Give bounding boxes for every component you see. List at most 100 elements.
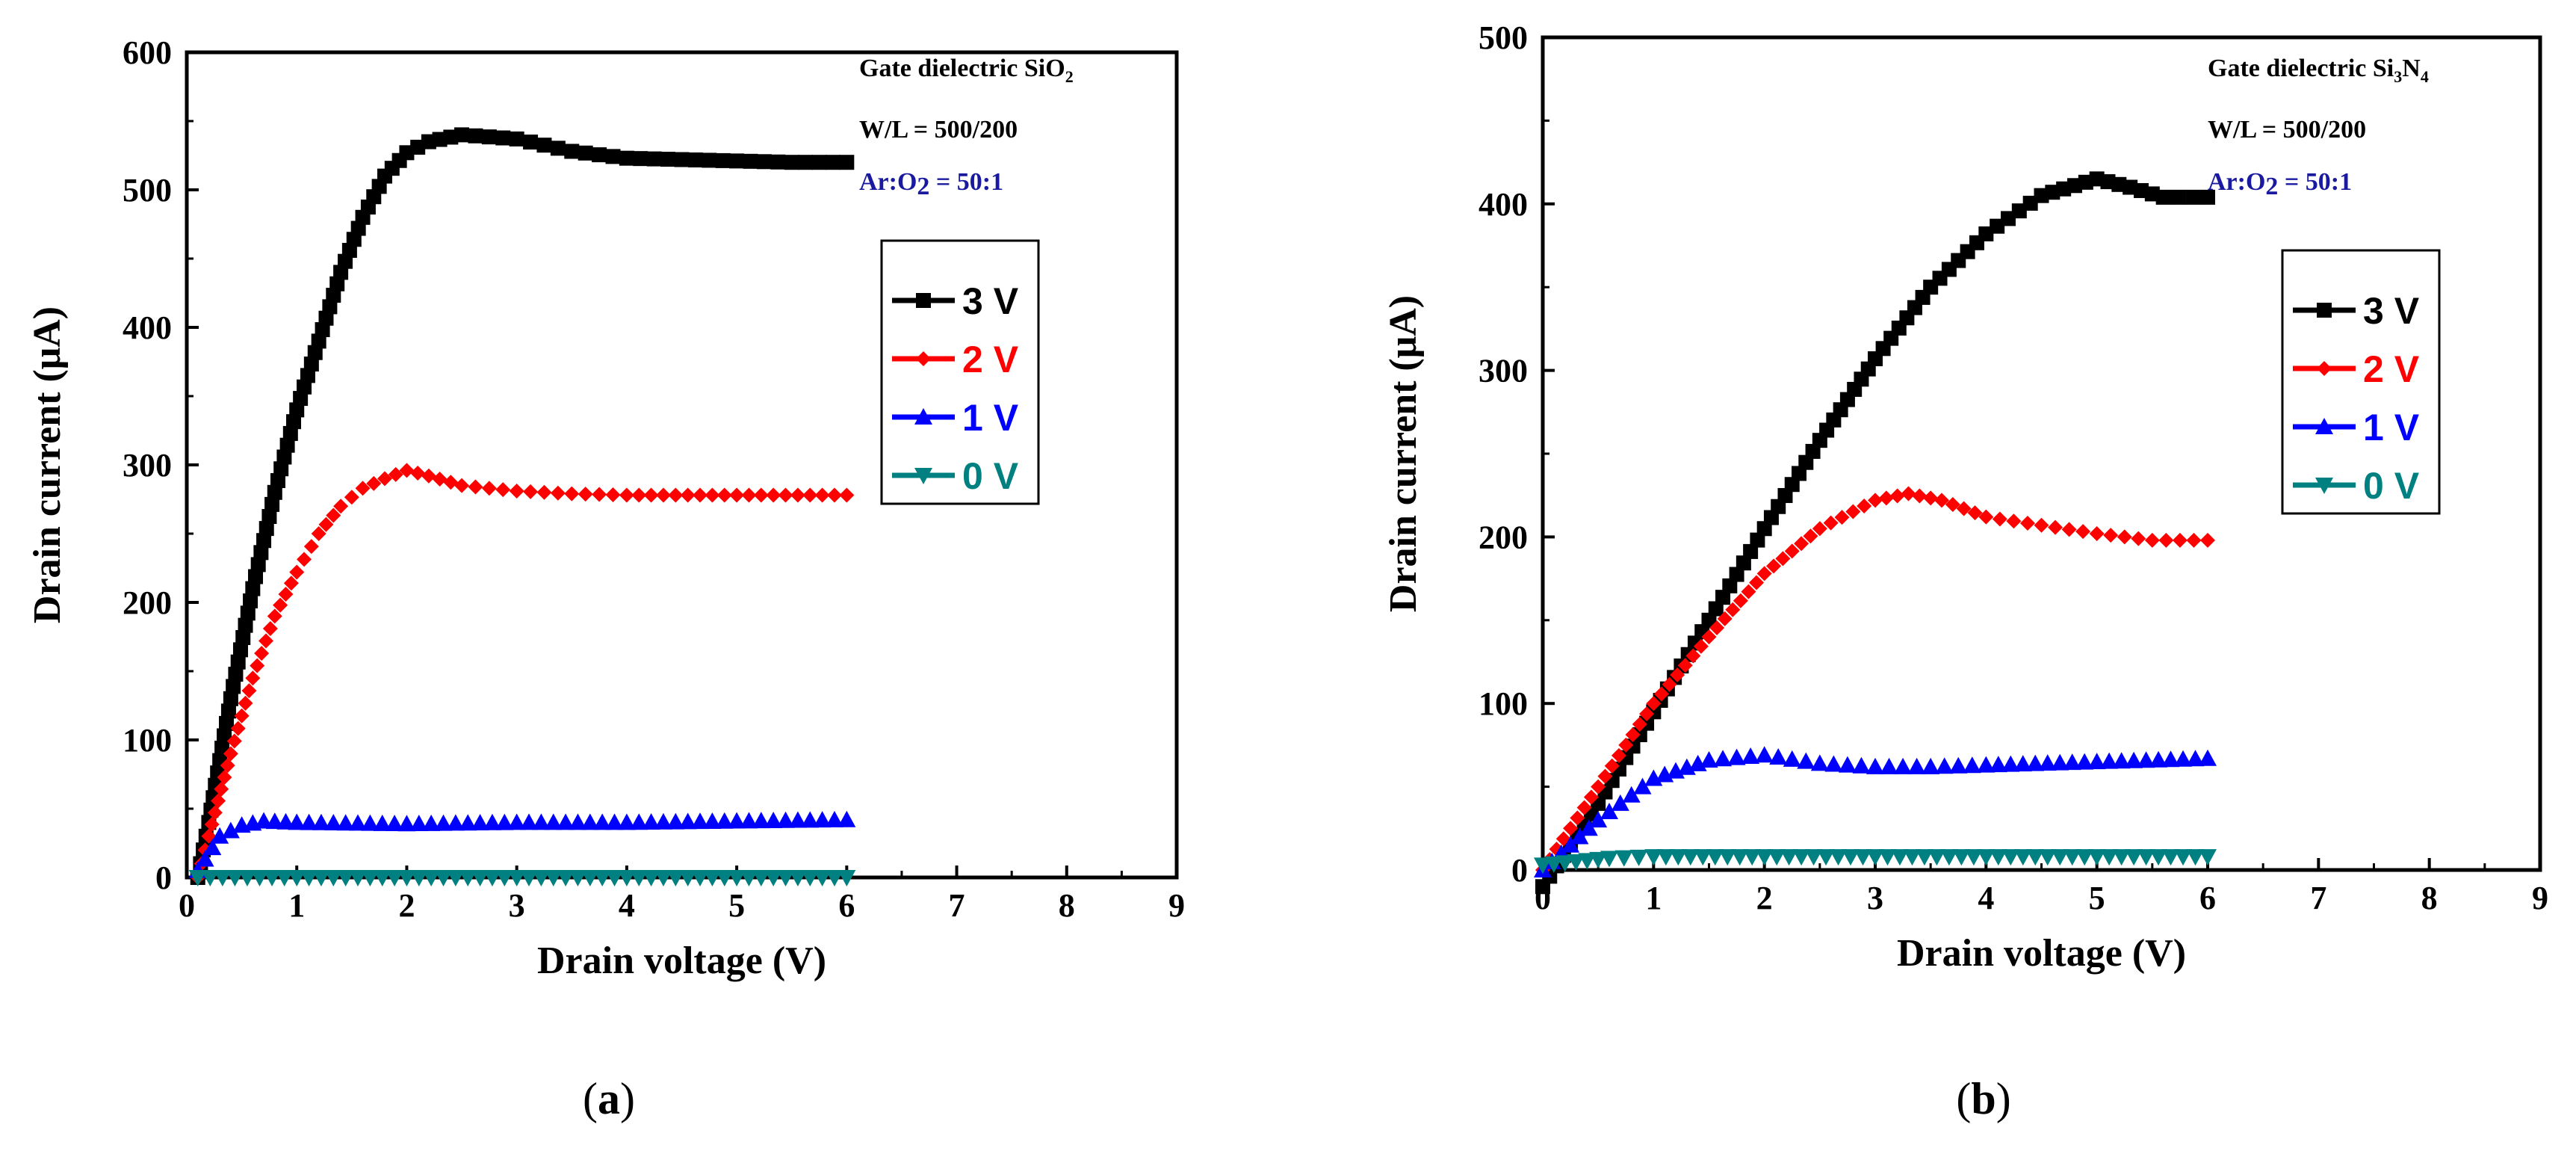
data-point xyxy=(454,478,470,493)
panel-caption: (b) xyxy=(1956,1074,2010,1123)
data-point xyxy=(569,870,587,886)
data-point xyxy=(329,276,345,291)
data-point xyxy=(1952,849,1971,866)
data-point xyxy=(397,870,416,886)
data-point xyxy=(1693,638,1709,654)
data-point xyxy=(592,487,607,502)
data-point xyxy=(578,487,593,502)
data-point xyxy=(1989,756,2007,773)
data-point xyxy=(443,475,459,490)
chart-a: 0 1 2 3 4 5 6 7 8 9 0 100 200 300 400 500 600 Drain volta… xyxy=(26,34,1185,1123)
data-point xyxy=(1561,836,1580,853)
data-point xyxy=(743,153,758,169)
data-point xyxy=(2063,753,2081,771)
data-point xyxy=(837,870,856,886)
data-point xyxy=(2200,189,2215,205)
data-point xyxy=(1618,737,1634,753)
data-point xyxy=(1629,849,1648,866)
data-point xyxy=(312,813,330,830)
data-point xyxy=(276,449,292,465)
series-2 xyxy=(1534,746,2217,877)
data-point xyxy=(241,683,257,699)
data-point xyxy=(409,815,428,832)
data-point xyxy=(2001,849,2020,866)
data-point xyxy=(1784,543,1800,559)
data-point xyxy=(826,487,842,503)
data-point xyxy=(235,630,251,646)
data-point xyxy=(1829,849,1848,866)
data-point xyxy=(507,813,526,830)
y-axis-title: Drain current (μA) xyxy=(26,306,69,623)
data-point xyxy=(2038,754,2057,771)
data-point xyxy=(2087,753,2106,770)
data-point xyxy=(410,466,426,481)
data-point xyxy=(446,814,465,831)
data-point xyxy=(234,708,250,723)
data-point xyxy=(740,812,758,829)
data-point xyxy=(593,870,612,886)
data-point xyxy=(1563,821,1579,836)
data-point xyxy=(2006,513,2022,529)
data-point xyxy=(770,154,786,170)
data-point xyxy=(1964,849,1983,866)
annotation-dielectric: Gate dielectric SiO2 xyxy=(859,55,1074,86)
data-point xyxy=(399,463,415,478)
data-point xyxy=(243,593,258,608)
data-point xyxy=(1766,558,1782,574)
data-point xyxy=(1901,486,1916,502)
data-point xyxy=(798,155,814,170)
data-point xyxy=(752,870,770,886)
x-tick-label: 6 xyxy=(2199,880,2216,916)
data-point xyxy=(1894,757,1913,774)
data-point xyxy=(349,814,368,831)
data-point xyxy=(324,814,343,831)
data-point xyxy=(326,507,341,523)
data-point xyxy=(825,810,843,827)
data-point xyxy=(1685,648,1701,664)
data-point xyxy=(1915,849,1933,866)
data-point xyxy=(619,150,634,166)
data-point xyxy=(211,827,229,844)
data-point xyxy=(2100,752,2119,769)
y-tick-label: 400 xyxy=(123,309,172,346)
data-point xyxy=(646,151,662,167)
data-point xyxy=(678,812,697,830)
data-point xyxy=(654,870,672,886)
y-tick-label: 400 xyxy=(1479,186,1528,223)
data-point xyxy=(813,870,832,886)
data-point xyxy=(355,481,371,496)
data-point xyxy=(1741,747,1760,764)
data-point xyxy=(434,814,453,831)
data-point xyxy=(691,870,710,886)
data-point xyxy=(483,813,501,830)
x-tick-label: 3 xyxy=(1867,880,1883,916)
legend: 3 V 2 V 1 V 0 V xyxy=(2281,249,2441,515)
data-point xyxy=(1677,658,1693,673)
data-point xyxy=(536,138,552,153)
data-point xyxy=(753,487,769,503)
data-point xyxy=(2112,849,2131,866)
data-point xyxy=(293,391,309,407)
data-point xyxy=(1889,488,1905,504)
data-point xyxy=(509,483,524,499)
data-point xyxy=(1842,849,1860,866)
data-point xyxy=(544,870,563,886)
data-point xyxy=(1681,849,1700,866)
data-point xyxy=(1845,504,1861,519)
data-point xyxy=(2013,755,2032,772)
legend-marker xyxy=(914,468,932,484)
data-point xyxy=(1923,490,1939,506)
data-point xyxy=(1857,498,1872,513)
data-point xyxy=(220,758,235,774)
data-point xyxy=(2149,849,2168,866)
data-point xyxy=(1804,849,1823,866)
data-point xyxy=(468,128,483,144)
legend-marker xyxy=(2317,361,2332,376)
data-point xyxy=(1750,532,1765,548)
data-point xyxy=(1725,602,1741,617)
data-point xyxy=(668,487,684,503)
y-tick-label: 100 xyxy=(123,722,172,759)
data-point xyxy=(373,814,391,831)
data-point xyxy=(523,135,539,150)
data-point xyxy=(248,569,264,584)
